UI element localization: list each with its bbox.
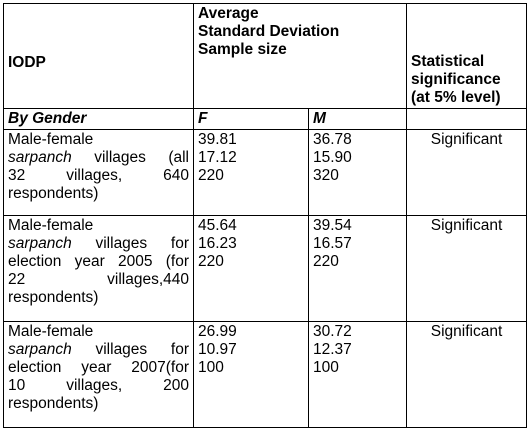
std-dev-value: 17.12 [198,149,237,166]
description-line: sarpanch villages for [8,235,189,253]
sample-size-value: 100 [198,359,224,376]
description-text: Male-female [8,323,94,340]
sample-size-value: 320 [313,167,339,184]
description-text: villages for [71,235,189,252]
female-values: 39.81 17.12 220 [193,129,309,216]
average-value: 36.78 [313,131,352,148]
sample-size-value: 220 [198,167,224,184]
sarpanch-term: sarpanch [8,341,72,358]
female-label: F [193,108,309,130]
table-row: Male-female sarpanch villages (all 32 vill… [3,129,527,216]
by-gender-label: By Gender [3,108,194,130]
row-description: Male-female sarpanch villages for election… [3,215,194,322]
male-values: 30.72 12.37 100 [308,321,407,428]
description-line: Male-female [8,131,189,149]
male-values: 39.54 16.57 220 [308,215,407,322]
description-line: 22 villages,440 [8,271,189,289]
table-row: Male-female sarpanch villages for election… [3,215,527,322]
header-average: Average [198,5,259,22]
description-text: election year 2005 (for [8,253,189,270]
description-text: 22 villages,440 [8,271,189,288]
description-line: respondents) [8,395,189,413]
header-significance-line: significance [411,71,501,88]
std-dev-value: 10.97 [198,341,237,358]
average-value: 30.72 [313,323,352,340]
description-text: respondents) [8,289,99,306]
subheader-row: By Gender F M [3,108,527,130]
average-value: 39.54 [313,217,352,234]
std-dev-value: 15.90 [313,149,352,166]
description-line: 10 villages, 200 [8,377,189,395]
header-significance: Statistical significance (at 5% level) [406,3,527,109]
row-description: Male-female sarpanch villages for election… [3,321,194,428]
female-values: 45.64 16.23 220 [193,215,309,322]
description-text: respondents) [8,185,99,202]
description-text: election year 2007(for [8,359,189,376]
significance-value: Significant [406,215,527,322]
significance-value: Significant [406,129,527,216]
description-line: respondents) [8,185,189,203]
description-text: villages (all [71,149,189,166]
empty-cell [406,108,527,130]
male-label: M [308,108,407,130]
sarpanch-term: sarpanch [8,149,72,166]
description-line: election year 2007(for [8,359,189,377]
sample-size-value: 220 [313,253,339,270]
std-dev-value: 12.37 [313,341,352,358]
description-line: sarpanch villages for [8,341,189,359]
description-line: election year 2005 (for [8,253,189,271]
header-row: IODP Average Standard Deviation Sample s… [3,3,527,109]
description-line: sarpanch villages (all [8,149,189,167]
significance-value: Significant [406,321,527,428]
male-values: 36.78 15.90 320 [308,129,407,216]
header-stats: Average Standard Deviation Sample size [193,3,407,109]
header-iodp-label: IODP [8,54,46,71]
header-standard-deviation: Standard Deviation [198,23,340,40]
average-value: 39.81 [198,131,237,148]
description-line: respondents) [8,289,189,307]
description-text: 10 villages, 200 [8,377,189,394]
female-values: 26.99 10.97 100 [193,321,309,428]
description-text: Male-female [8,131,94,148]
description-line: 32 villages, 640 [8,167,189,185]
table-row: Male-female sarpanch villages for election… [3,321,527,428]
table-body: Male-female sarpanch villages (all 32 vill… [3,129,527,428]
description-line: Male-female [8,217,189,235]
row-description: Male-female sarpanch villages (all 32 vill… [3,129,194,216]
header-significance-line: (at 5% level) [411,89,501,106]
description-text: villages for [71,341,189,358]
description-text: Male-female [8,217,94,234]
average-value: 45.64 [198,217,237,234]
sample-size-value: 220 [198,253,224,270]
header-significance-line: Statistical [411,53,485,70]
header-sample-size: Sample size [198,41,287,58]
description-line: Male-female [8,323,189,341]
std-dev-value: 16.57 [313,235,352,252]
sarpanch-term: sarpanch [8,235,72,252]
description-text: respondents) [8,395,99,412]
description-text: 32 villages, 640 [8,167,189,184]
header-iodp: IODP [3,3,194,109]
iodp-table: IODP Average Standard Deviation Sample s… [3,3,527,428]
std-dev-value: 16.23 [198,235,237,252]
sample-size-value: 100 [313,359,339,376]
average-value: 26.99 [198,323,237,340]
